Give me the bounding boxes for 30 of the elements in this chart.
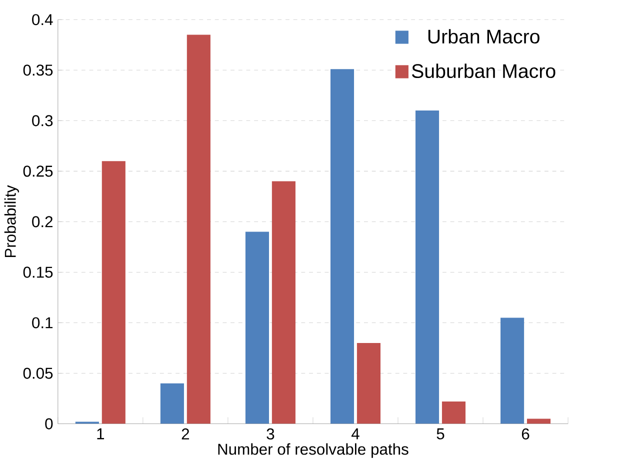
bar bbox=[415, 110, 440, 424]
y-tick-label: 0.2 bbox=[32, 216, 52, 228]
bar bbox=[245, 232, 269, 424]
y-tick-label: 0.05 bbox=[23, 368, 53, 379]
y-tick-label: 0.1 bbox=[32, 317, 53, 328]
x-axis-title: Number of resolvable paths bbox=[218, 443, 408, 458]
x-tick-label: 6 bbox=[522, 428, 530, 440]
bar bbox=[500, 318, 524, 424]
y-tick-label: 0.3 bbox=[32, 115, 53, 126]
y-tick-label: 0 bbox=[45, 418, 53, 430]
y-tick-label: 0.15 bbox=[23, 266, 53, 278]
y-tick-label: 0.4 bbox=[32, 14, 53, 26]
bar bbox=[526, 418, 551, 424]
legend-label: Urban Macro bbox=[428, 29, 540, 44]
bar bbox=[160, 383, 184, 424]
bar bbox=[356, 343, 380, 424]
x-tick-label: 2 bbox=[182, 428, 190, 440]
bar bbox=[330, 69, 354, 424]
y-axis-title: Probability bbox=[4, 185, 19, 258]
y-tick-label: 0.25 bbox=[23, 166, 53, 177]
x-tick-label: 1 bbox=[97, 428, 104, 440]
bar bbox=[102, 161, 126, 424]
x-tick-label: 3 bbox=[266, 428, 274, 440]
bar bbox=[186, 34, 210, 424]
x-tick-label: 5 bbox=[436, 428, 444, 440]
legend-label: Suburban Macro bbox=[412, 64, 556, 78]
bar bbox=[272, 181, 296, 424]
x-tick-label: 4 bbox=[351, 428, 360, 440]
bar bbox=[442, 402, 466, 424]
y-tick-label: 0.35 bbox=[23, 64, 53, 76]
